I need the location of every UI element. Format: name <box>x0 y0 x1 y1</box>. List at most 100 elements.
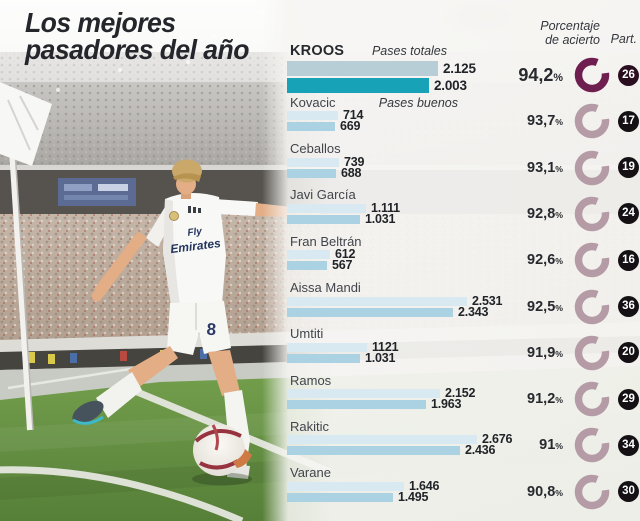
pases-totales-value: 714 <box>343 108 364 123</box>
pases-buenos-value: 688 <box>341 165 362 180</box>
accuracy-number: 90,8 <box>527 483 556 500</box>
ring-icon <box>574 428 610 463</box>
player-name: KROOS <box>290 42 345 59</box>
pases-totales-bar <box>287 111 338 121</box>
pases-totales-bar <box>287 342 367 352</box>
player-name: Ceballos <box>290 141 341 157</box>
percent-sign: % <box>555 395 563 406</box>
pases-buenos-bar <box>287 446 460 456</box>
percent-sign: % <box>555 487 563 498</box>
pases-totales-bar <box>287 296 467 306</box>
accuracy-number: 93,1 <box>527 159 556 176</box>
header-part: Part. <box>610 32 637 46</box>
player-name: Kovacic <box>290 94 336 110</box>
pases-buenos-bar <box>287 307 453 317</box>
percent-sign: % <box>555 302 563 313</box>
percent-sign: % <box>555 163 563 174</box>
player-name: Umtiti <box>290 326 324 342</box>
ring-icon <box>574 474 610 509</box>
ring-icon <box>574 381 610 417</box>
accuracy-ring <box>573 241 611 279</box>
pases-buenos-value: 2.003 <box>434 78 467 93</box>
pases-totales-value: 739 <box>344 154 365 169</box>
jersey-text-fly: Fly <box>187 226 203 239</box>
ring-icon <box>574 57 610 93</box>
accuracy-number: 92,8 <box>527 205 556 222</box>
header-porcentaje: Porcentaje de acierto <box>540 19 600 47</box>
percent-sign: % <box>553 72 563 84</box>
accuracy-number: 91 <box>539 437 556 454</box>
pases-buenos-bar <box>287 122 335 132</box>
legend-pases-buenos: Pases buenos <box>378 96 458 110</box>
accuracy-ring <box>573 149 611 187</box>
matches-badge: 30 <box>618 481 639 503</box>
pases-buenos-value: 2.343 <box>458 304 489 319</box>
page-title: Los mejores pasadores del año <box>25 7 249 66</box>
accuracy-number: 91,9 <box>527 344 556 361</box>
pases-totales-bar <box>287 481 404 491</box>
pases-totales-bar <box>287 389 440 399</box>
pases-totales-value: 2.676 <box>482 432 513 447</box>
pases-buenos-value: 1.495 <box>398 489 429 504</box>
pases-totales-value: 1.646 <box>409 478 440 493</box>
title-line1: Los mejores <box>25 7 176 38</box>
matches-badge: 34 <box>618 434 639 456</box>
matches-badge: 29 <box>618 388 639 410</box>
accuracy-ring <box>573 426 611 464</box>
pases-buenos-value: 1.963 <box>431 397 462 412</box>
player-name: Javi García <box>290 187 356 203</box>
percent-sign: % <box>555 348 563 359</box>
pases-totales-value: 2.125 <box>443 61 476 76</box>
ring-icon <box>574 242 610 278</box>
title-line2: pasadores del año <box>25 34 249 66</box>
accuracy-ring <box>573 102 611 140</box>
accuracy-ring <box>573 334 611 372</box>
player-name: Fran Beltrán <box>290 233 362 249</box>
accuracy-percent: 90,8% <box>468 481 563 504</box>
matches-badge: 19 <box>618 157 639 179</box>
accuracy-ring <box>573 56 611 94</box>
pases-totales-bar <box>287 61 438 76</box>
pases-totales-value: 2.531 <box>472 293 503 308</box>
pases-totales-value: 1121 <box>372 339 399 354</box>
accuracy-number: 92,5 <box>527 298 556 315</box>
accuracy-percent: 92,8% <box>468 203 563 226</box>
player-name: Rakitic <box>290 418 330 434</box>
accuracy-percent: 93,7% <box>468 110 563 133</box>
player-name: Varane <box>290 465 331 481</box>
percent-sign: % <box>555 256 563 267</box>
pases-buenos-value: 567 <box>332 258 353 273</box>
accuracy-percent: 91% <box>468 434 563 457</box>
pases-buenos-value: 669 <box>340 119 361 134</box>
matches-badge: 24 <box>618 203 639 225</box>
player-name: Aissa Mandi <box>290 279 361 295</box>
matches-badge: 16 <box>618 249 639 271</box>
matches-badge: 36 <box>618 296 639 317</box>
accuracy-ring <box>573 195 611 233</box>
accuracy-number: 91,2 <box>527 391 556 408</box>
percent-sign: % <box>555 209 563 220</box>
jersey-text-emirates: Emirates <box>169 236 221 256</box>
accuracy-ring <box>573 380 611 418</box>
matches-badge: 17 <box>618 110 639 132</box>
pases-buenos-bar <box>287 400 426 410</box>
accuracy-percent: 91,2% <box>468 388 563 411</box>
pases-buenos-bar <box>287 353 360 363</box>
legend-pases-totales: Pases totales <box>371 44 447 58</box>
accuracy-ring <box>573 288 611 326</box>
accuracy-percent: 92,5% <box>468 296 563 319</box>
pases-buenos-value: 1.031 <box>365 211 396 226</box>
pases-buenos-value: 2.436 <box>465 443 496 458</box>
accuracy-percent: 93,1% <box>468 157 563 180</box>
pases-buenos-bar <box>287 168 336 178</box>
pases-totales-value: 612 <box>335 247 356 262</box>
shorts-number: 8 <box>206 320 217 340</box>
pases-buenos-bar <box>287 492 393 502</box>
matches-badge: 26 <box>618 64 639 86</box>
pases-totales-bar <box>287 203 366 213</box>
accuracy-number: 92,6 <box>527 252 556 269</box>
accuracy-percent: 91,9% <box>468 342 563 365</box>
ring-icon <box>574 289 610 324</box>
accuracy-number: 93,7 <box>527 113 556 130</box>
